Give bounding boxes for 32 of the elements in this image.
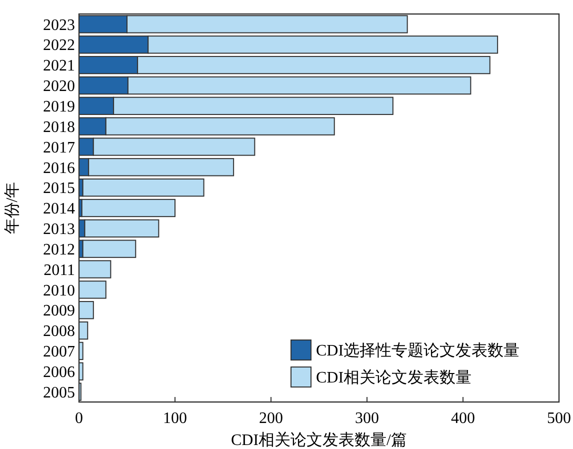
x-tick-label: 200	[259, 410, 283, 427]
y-tick-label: 2011	[44, 262, 75, 279]
x-tick-label: 300	[355, 410, 379, 427]
x-tick-label: 0	[75, 410, 83, 427]
bar	[81, 198, 176, 218]
y-tick-label: 2020	[43, 78, 75, 96]
y-tick-label: 2005	[43, 384, 75, 402]
y-tick-label: 2007	[43, 344, 75, 361]
y-tick-label: 2017	[43, 139, 75, 156]
y-tick-label: 2016	[43, 160, 75, 177]
y-tick-label: 2018	[43, 118, 75, 136]
y-axis-title: 年份/年	[4, 182, 21, 234]
bar	[82, 240, 136, 258]
legend-label: CDI选择性专题论文发表数量	[316, 342, 520, 360]
y-tick-label: 2021	[43, 58, 75, 75]
bar	[82, 178, 204, 197]
y-tick-label: 2009	[43, 302, 75, 320]
x-tick-label: 500	[547, 410, 571, 427]
y-tick-label: 2019	[43, 98, 75, 116]
y-tick-label: 2012	[43, 241, 75, 258]
y-tick-label: 2022	[43, 37, 75, 54]
y-tick-label: 2008	[43, 323, 75, 340]
legend-label: CDI相关论文发表数量	[316, 368, 472, 387]
y-tick-label: 2006	[43, 364, 75, 381]
y-tick-label: 2014	[43, 200, 75, 218]
y-tick-label: 2010	[43, 282, 75, 300]
x-tick-label: 100	[163, 410, 187, 427]
y-tick-label: 2013	[43, 221, 75, 238]
y-tick-label: 2023	[43, 16, 75, 34]
x-axis-title: CDI相关论文发表数量/篇	[231, 431, 407, 449]
y-tick-label: 2015	[43, 180, 75, 198]
x-tick-label: 400	[451, 410, 475, 427]
